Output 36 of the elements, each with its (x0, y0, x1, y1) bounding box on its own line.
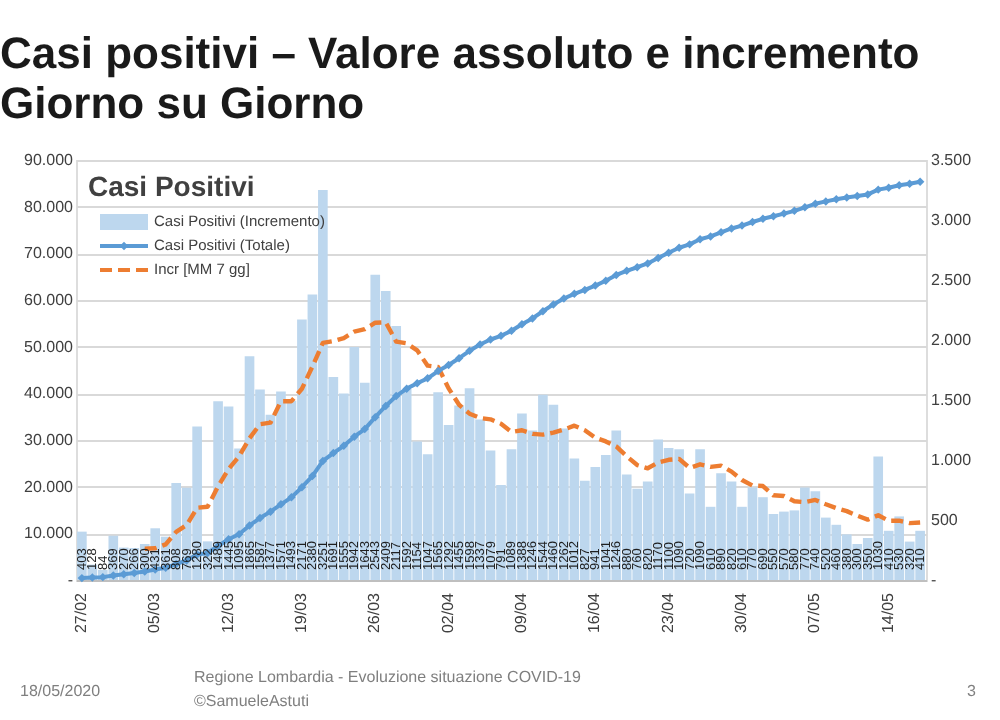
y-tick-label: 80.000 (24, 197, 75, 216)
y-tick-label: 20.000 (24, 477, 75, 496)
text: ©SamueleAstuti (194, 692, 310, 710)
x-tick-label: 19/03 (291, 591, 310, 634)
y2-tick-label: 3.000 (931, 211, 973, 229)
y-tick-label: 90.000 (24, 151, 75, 169)
y-tick-label: 30.000 (24, 431, 75, 449)
text: 18/05/2020 (20, 682, 102, 700)
x-tick-label: 07/05 (805, 591, 824, 634)
legend-title: Casi Positivi (88, 170, 255, 202)
x-tick-label: 12/03 (218, 591, 237, 634)
x-tick-label: 09/04 (511, 591, 530, 634)
y2-tick-label: 2.000 (931, 331, 973, 349)
y-tick-label: 40.000 (24, 384, 75, 403)
x-tick-label: 27/02 (71, 591, 90, 634)
chart-title: Casi positivi – Valore assoluto e incremento Giorno su Giorno (0, 28, 920, 128)
y2-tick-label: 1.000 (931, 451, 973, 469)
x-tick-label: 23/04 (658, 591, 677, 634)
text: 3 (967, 682, 978, 700)
y-tick-label: 70.000 (24, 244, 75, 263)
text: Regione Lombardia - Evoluzione situazione COVID-19 (194, 668, 582, 686)
x-tick-label: 05/03 (145, 591, 164, 634)
x-tick-label: 02/04 (438, 591, 457, 634)
y-tick-label: 60.000 (24, 291, 75, 309)
y2-tick-label: 1.500 (931, 391, 973, 409)
y-tick-label: 10.000 (24, 524, 75, 543)
y2-tick-label: 2.500 (931, 271, 973, 289)
x-tick-label: 14/05 (878, 591, 897, 634)
x-tick-label: 26/03 (365, 591, 384, 634)
y-tick-label: 50.000 (24, 337, 75, 356)
y2-tick-label: 500 (931, 511, 959, 529)
y-tick-label: - (67, 571, 74, 589)
y2-tick-label: 3.500 (931, 151, 973, 169)
y2-tick-label: - (931, 571, 937, 589)
x-tick-label: 16/04 (585, 591, 604, 634)
x-tick-label: 30/04 (732, 591, 750, 634)
